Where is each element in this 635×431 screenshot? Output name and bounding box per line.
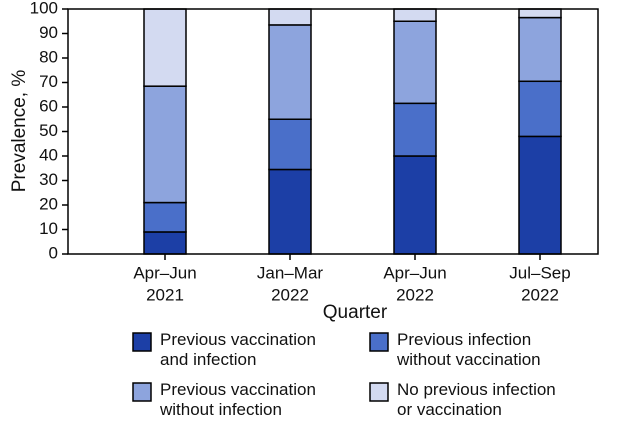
bar-segment <box>393 102 437 157</box>
legend-label: Previous vaccination without infection <box>159 380 316 419</box>
legend-label-line: Previous vaccination <box>160 380 316 399</box>
bar-segment <box>268 168 312 255</box>
legend-label-line: or vaccination <box>397 400 502 419</box>
legend-label: No previous infection or vaccination <box>397 380 556 419</box>
bar-segment <box>268 8 312 26</box>
bar-segment <box>268 118 312 171</box>
legend-label-line: Previous infection <box>397 330 531 349</box>
bar-segment <box>518 16 562 83</box>
x-tick-label: 2021 <box>146 285 184 304</box>
legend-swatch <box>132 382 152 402</box>
y-tick-label: 80 <box>39 47 58 66</box>
bar-segment <box>393 155 437 255</box>
bar-segment <box>518 135 562 255</box>
y-tick-label: 30 <box>39 170 58 189</box>
y-tick-label: 70 <box>39 72 58 91</box>
y-tick-label: 90 <box>39 23 58 42</box>
legend-swatch <box>369 332 389 352</box>
legend-label: Previous vaccination and infection <box>160 330 316 369</box>
bar-segment <box>143 201 187 233</box>
y-tick-label: 60 <box>39 96 58 115</box>
y-tick-label: 50 <box>39 121 58 140</box>
legend-label: Previous infection without vaccination <box>396 330 541 369</box>
y-tick-label: 10 <box>39 219 58 238</box>
legend-swatch <box>132 332 152 352</box>
y-axis-title: Prevalence, % <box>9 70 30 193</box>
x-tick-label: 2022 <box>396 285 434 304</box>
x-tick-label: Jan–Mar <box>257 263 323 282</box>
legend-swatch <box>369 382 389 402</box>
bar-segment <box>393 20 437 105</box>
x-tick-label: Apr–Jun <box>383 263 446 282</box>
legend-label-line: No previous infection <box>397 380 556 399</box>
bar-segment <box>393 8 437 22</box>
bar-segment <box>143 231 187 255</box>
legend-label-line: without infection <box>159 400 282 419</box>
y-tick-label: 0 <box>49 243 58 262</box>
y-tick-label: 40 <box>39 145 58 164</box>
x-tick-label: Jul–Sep <box>509 263 570 282</box>
bar-segment <box>518 8 562 19</box>
x-tick-label: Apr–Jun <box>133 263 196 282</box>
x-tick-label: 2022 <box>271 285 309 304</box>
legend-label-line: Previous vaccination <box>160 330 316 349</box>
y-tick-label: 20 <box>39 194 58 213</box>
x-axis-title: Quarter <box>323 302 388 323</box>
legend-label-line: and infection <box>160 350 256 369</box>
legend-label-line: without vaccination <box>396 350 541 369</box>
bar-segment <box>518 80 562 138</box>
bar-segment <box>143 8 187 87</box>
bar-segment <box>143 85 187 204</box>
x-tick-label: 2022 <box>521 285 559 304</box>
y-tick-label: 100 <box>30 0 58 17</box>
plot-frame <box>67 8 599 255</box>
bar-segment <box>268 24 312 120</box>
